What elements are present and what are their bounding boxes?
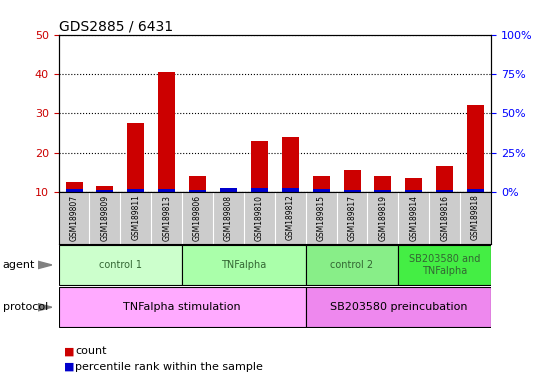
Polygon shape — [38, 303, 52, 311]
Bar — [189, 190, 206, 192]
Polygon shape — [38, 261, 52, 269]
Bar — [436, 166, 453, 231]
Text: GSM189814: GSM189814 — [410, 195, 418, 241]
Bar — [65, 182, 83, 231]
FancyBboxPatch shape — [306, 287, 491, 328]
FancyBboxPatch shape — [59, 245, 182, 285]
Text: control 1: control 1 — [99, 260, 142, 270]
Text: GSM189813: GSM189813 — [162, 195, 171, 241]
Text: protocol: protocol — [3, 302, 48, 312]
Text: GSM189815: GSM189815 — [316, 195, 326, 241]
Text: GSM189811: GSM189811 — [131, 195, 140, 240]
Bar — [251, 188, 268, 192]
Bar — [312, 189, 330, 192]
Bar — [65, 189, 83, 192]
Text: SB203580 and
TNFalpha: SB203580 and TNFalpha — [409, 254, 480, 276]
Bar — [220, 188, 237, 192]
Bar — [282, 137, 299, 231]
Bar — [467, 189, 484, 192]
Bar — [405, 178, 422, 231]
Text: TNFalpha stimulation: TNFalpha stimulation — [123, 302, 241, 312]
Text: agent: agent — [3, 260, 35, 270]
Text: GSM189810: GSM189810 — [255, 195, 264, 241]
Bar — [158, 189, 175, 192]
Text: GSM189808: GSM189808 — [224, 195, 233, 241]
Text: percentile rank within the sample: percentile rank within the sample — [75, 362, 263, 372]
FancyBboxPatch shape — [182, 245, 306, 285]
Text: GSM189806: GSM189806 — [193, 195, 202, 241]
Bar — [158, 72, 175, 231]
Text: GSM189818: GSM189818 — [471, 195, 480, 240]
Bar — [282, 188, 299, 192]
Text: control 2: control 2 — [330, 260, 374, 270]
Bar — [436, 190, 453, 192]
Bar — [97, 186, 113, 231]
Text: GSM189816: GSM189816 — [440, 195, 449, 241]
Text: GSM189819: GSM189819 — [378, 195, 387, 241]
Bar — [312, 176, 330, 231]
Text: TNFalpha: TNFalpha — [222, 260, 267, 270]
Text: GSM189817: GSM189817 — [348, 195, 357, 241]
Text: SB203580 preincubation: SB203580 preincubation — [330, 302, 467, 312]
Bar — [374, 176, 391, 231]
FancyBboxPatch shape — [398, 245, 491, 285]
FancyBboxPatch shape — [306, 245, 398, 285]
Bar — [127, 123, 145, 231]
Text: ■: ■ — [64, 346, 75, 356]
Text: GSM189809: GSM189809 — [100, 195, 109, 241]
Bar — [405, 190, 422, 192]
Text: count: count — [75, 346, 107, 356]
Bar — [97, 190, 113, 192]
Bar — [251, 141, 268, 231]
Bar — [344, 170, 360, 231]
Text: GDS2885 / 6431: GDS2885 / 6431 — [59, 20, 173, 33]
Text: GSM189812: GSM189812 — [286, 195, 295, 240]
Bar — [374, 190, 391, 192]
FancyBboxPatch shape — [59, 287, 306, 328]
Bar — [189, 176, 206, 231]
Bar — [344, 190, 360, 192]
Bar — [127, 189, 145, 192]
Text: GSM189807: GSM189807 — [70, 195, 79, 241]
Text: ■: ■ — [64, 362, 75, 372]
Bar — [467, 106, 484, 231]
Bar — [220, 190, 237, 231]
